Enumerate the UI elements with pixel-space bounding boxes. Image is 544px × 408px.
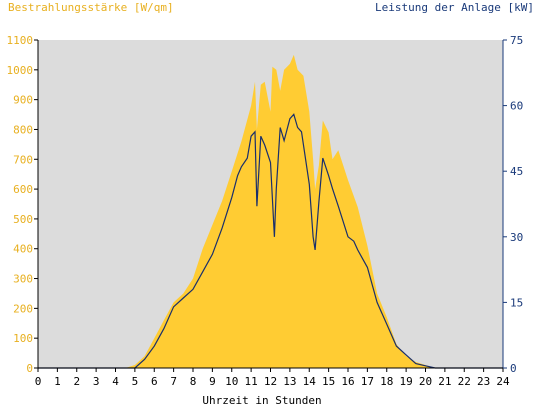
x-tick-label: 23 <box>477 375 490 388</box>
x-tick-label: 24 <box>496 375 510 388</box>
x-tick-label: 10 <box>225 375 238 388</box>
x-tick-label: 20 <box>419 375 432 388</box>
x-axis-title: Uhrzeit in Stunden <box>202 394 321 407</box>
x-tick-label: 15 <box>322 375 335 388</box>
x-tick-label: 11 <box>245 375 258 388</box>
right-y-tick-label: 30 <box>510 231 523 244</box>
right-y-tick-label: 75 <box>510 34 523 47</box>
x-tick-label: 6 <box>151 375 158 388</box>
left-y-tick-label: 200 <box>13 302 33 315</box>
right-y-tick-label: 0 <box>510 362 517 375</box>
x-tick-label: 21 <box>438 375 451 388</box>
left-y-tick-label: 100 <box>13 332 33 345</box>
x-tick-label: 0 <box>35 375 42 388</box>
left-y-tick-label: 400 <box>13 243 33 256</box>
right-y-tick-label: 45 <box>510 165 523 178</box>
x-tick-label: 19 <box>400 375 413 388</box>
x-tick-label: 16 <box>341 375 354 388</box>
irradiance-area <box>38 54 503 369</box>
x-tick-label: 4 <box>112 375 119 388</box>
x-tick-label: 8 <box>190 375 197 388</box>
right-axis-title: Leistung der Anlage [kW] <box>375 1 534 14</box>
left-axis-title: Bestrahlungsstärke [W/qm] <box>8 1 174 14</box>
left-y-tick-label: 1000 <box>7 64 34 77</box>
left-y-tick-label: 0 <box>26 362 33 375</box>
x-tick-label: 22 <box>458 375 471 388</box>
x-tick-label: 9 <box>209 375 216 388</box>
x-tick-label: 3 <box>93 375 100 388</box>
left-y-tick-label: 700 <box>13 153 33 166</box>
x-tick-label: 1 <box>54 375 61 388</box>
left-y-tick-label: 1100 <box>7 34 34 47</box>
left-y-tick-label: 900 <box>13 94 33 107</box>
left-y-tick-label: 500 <box>13 213 33 226</box>
left-y-tick-label: 300 <box>13 273 33 286</box>
left-y-tick-label: 600 <box>13 183 33 196</box>
x-tick-label: 12 <box>264 375 277 388</box>
x-tick-label: 17 <box>361 375 374 388</box>
x-tick-label: 2 <box>73 375 80 388</box>
power-line <box>38 113 503 369</box>
left-y-tick-label: 800 <box>13 123 33 136</box>
x-tick-label: 14 <box>303 375 317 388</box>
x-tick-label: 5 <box>132 375 139 388</box>
right-y-tick-label: 15 <box>510 296 523 309</box>
x-tick-label: 7 <box>170 375 177 388</box>
right-y-tick-label: 60 <box>510 100 523 113</box>
x-tick-label: 13 <box>283 375 296 388</box>
x-tick-label: 18 <box>380 375 393 388</box>
